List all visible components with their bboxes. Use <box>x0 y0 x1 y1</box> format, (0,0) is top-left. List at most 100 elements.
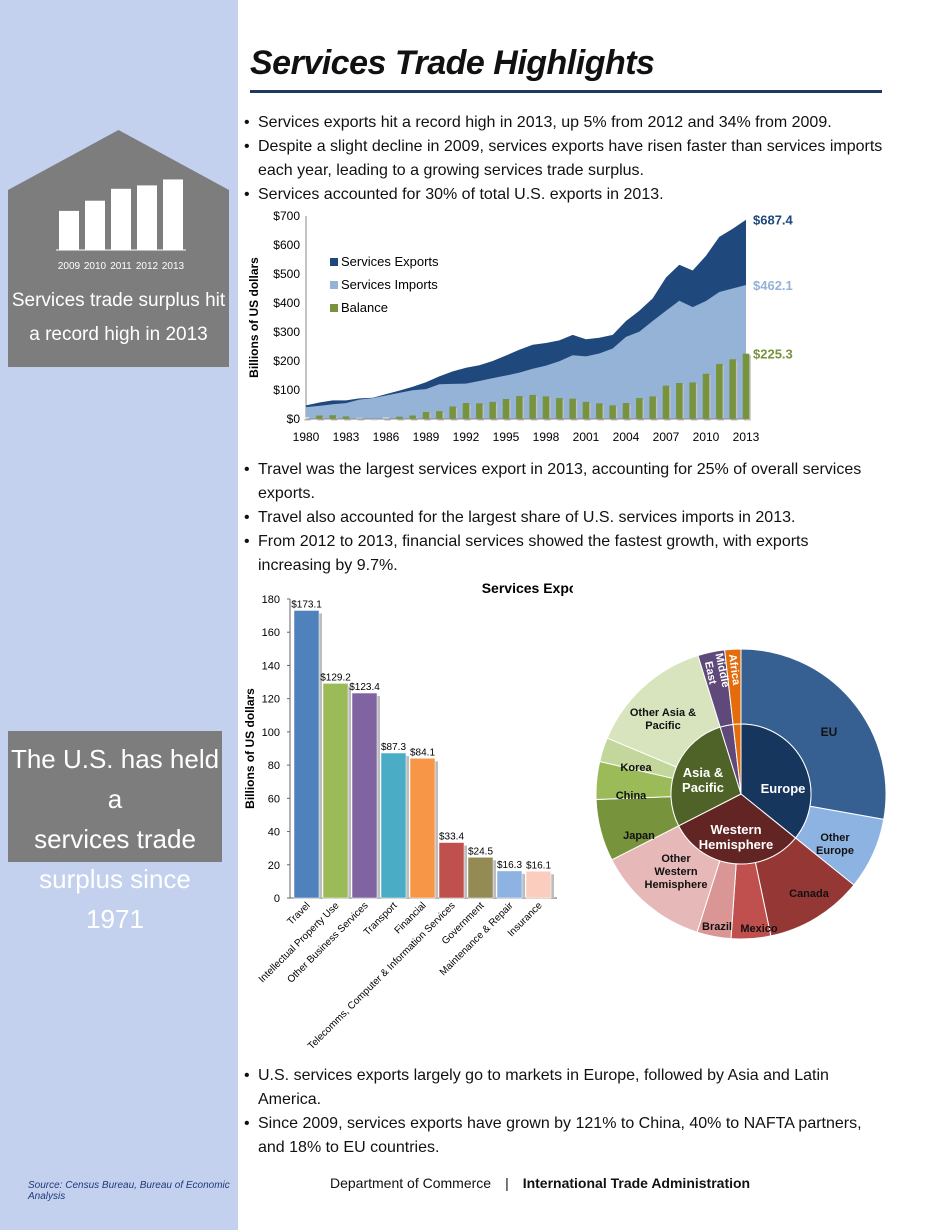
mini-bar <box>137 185 157 250</box>
donut-outer-label: China <box>616 790 647 802</box>
balance-bar <box>476 403 483 419</box>
bullet-list-travel: Travel was the largest services export i… <box>244 458 884 578</box>
balance-bar <box>609 405 616 419</box>
balance-bar <box>556 398 563 419</box>
balance-bar <box>676 383 683 419</box>
bar-value-label: $123.4 <box>349 682 380 693</box>
footer-separator: | <box>505 1175 509 1191</box>
balance-bar <box>316 415 323 419</box>
bar-value-label: $24.5 <box>468 846 493 857</box>
legend-label: Balance <box>341 300 388 315</box>
balance-bar <box>622 403 630 419</box>
balance-bar <box>382 417 390 419</box>
legend-swatch <box>330 258 338 266</box>
y-tick-label: $100 <box>273 383 300 397</box>
x-tick-label: 1989 <box>413 430 440 444</box>
balance-bar <box>396 416 403 419</box>
y-tick-label: $400 <box>273 296 300 310</box>
x-tick-label: 1986 <box>373 430 400 444</box>
y-tick-label: $700 <box>273 209 300 223</box>
series-area-services-imports <box>306 285 746 419</box>
balance-bar <box>342 416 350 419</box>
bullet-item: Travel also accounted for the largest sh… <box>244 506 884 530</box>
donut-outer-label: Other Western Hemisphere <box>645 853 708 891</box>
bullet-item: Services exports hit a record high in 20… <box>244 111 884 135</box>
bullet-item: U.S. services exports largely go to mark… <box>244 1064 884 1112</box>
balance-bar <box>409 415 416 419</box>
surplus-since-1971-callout: The U.S. has held a services trade surpl… <box>8 731 222 934</box>
balance-bar <box>662 385 670 419</box>
bullet-list-markets: U.S. services exports largely go to mark… <box>244 1064 884 1160</box>
services-exports-donut-chart: Europe Western Hemisphere Asia & Pacific EU Ot… <box>595 648 887 940</box>
donut-outer-label: MiddleEast <box>701 652 732 691</box>
bullet-item: Since 2009, services exports have grown … <box>244 1112 884 1160</box>
balance-bar <box>582 401 590 419</box>
bar-value-label: $173.1 <box>291 599 322 610</box>
bar <box>322 683 349 899</box>
donut-outer-label: Other Europe <box>816 832 854 857</box>
x-tick-label: 2007 <box>653 430 680 444</box>
donut-inner-label: Western Hemisphere <box>699 822 773 852</box>
donut-inner-slice <box>670 726 742 827</box>
y-tick-label: 120 <box>262 694 280 706</box>
bar-value-label: $87.3 <box>381 742 406 753</box>
category-label: Travel <box>285 900 312 927</box>
y-tick-label: 80 <box>268 760 280 772</box>
footer-department: Department of Commerce <box>330 1175 492 1191</box>
balance-bar <box>649 396 656 419</box>
x-tick-label: 2013 <box>733 430 760 444</box>
y-tick-label: 160 <box>262 627 280 639</box>
balance-bar <box>689 382 696 419</box>
donut-outer-label: Canada <box>789 888 830 900</box>
page-title: Services Trade Highlights <box>250 44 655 82</box>
x-tick-label: 2010 <box>693 430 720 444</box>
mini-bar <box>111 188 131 250</box>
x-tick-label: 2004 <box>613 430 640 444</box>
balance-bar <box>742 353 750 419</box>
mini-bar <box>163 179 183 250</box>
mini-bar <box>59 210 79 250</box>
balance-bar <box>436 411 443 419</box>
callout2-line2: services trade <box>34 824 196 854</box>
y-tick-label: 40 <box>268 827 280 839</box>
y-tick-label: $600 <box>273 238 300 252</box>
callout2-line1: The U.S. has held a <box>10 744 220 814</box>
balance-bar <box>542 396 550 419</box>
balance-bar-shadow <box>304 418 311 421</box>
footer-ita: International Trade Administration <box>522 1175 751 1191</box>
bar-value-label: $16.3 <box>497 860 522 871</box>
donut-inner-slice <box>677 793 797 865</box>
bar <box>438 842 465 899</box>
bar-value-label: $84.1 <box>410 747 435 758</box>
donut-outer-label: Mexico <box>740 923 778 935</box>
series-end-label: $687.4 <box>753 213 794 228</box>
x-tick-label: 2001 <box>573 430 600 444</box>
balance-bar <box>489 401 496 419</box>
x-tick-label: 1983 <box>333 430 360 444</box>
y-tick-label: $500 <box>273 267 300 281</box>
balance-bar <box>716 363 723 419</box>
legend-label: Services Exports <box>341 254 439 269</box>
balance-bar <box>302 417 310 419</box>
y-tick-label: $0 <box>287 412 301 426</box>
callout-caption-line2: a record high in 2013 <box>29 324 208 345</box>
bullet-item: Travel was the largest services export i… <box>244 458 884 506</box>
x-tick-label: 1992 <box>453 430 480 444</box>
donut-outer-label: Brazil <box>702 921 732 933</box>
y-tick-label: 100 <box>262 727 280 739</box>
bar-value-label: $16.1 <box>526 860 551 871</box>
services-exports-bar-chart: Services Exports, 2013 0 20 40 60 80 100 120 140… <box>243 580 573 1052</box>
balance-bar <box>422 412 430 419</box>
bullet-item: Services accounted for 30% of total U.S.… <box>244 183 884 207</box>
bar <box>525 871 552 899</box>
chart-title: Services Exports, 2013 <box>482 580 573 596</box>
y-axis-title: Billions of US dollars <box>243 688 257 809</box>
bar <box>293 610 320 899</box>
bar <box>351 692 378 899</box>
y-tick-label: 0 <box>274 893 280 905</box>
mini-bar-year-label: 2012 <box>136 261 159 272</box>
donut-outer-label: Korea <box>620 762 652 774</box>
bar <box>496 870 523 899</box>
mini-bar-year-label: 2011 <box>110 261 132 272</box>
balance-bar <box>516 396 523 419</box>
